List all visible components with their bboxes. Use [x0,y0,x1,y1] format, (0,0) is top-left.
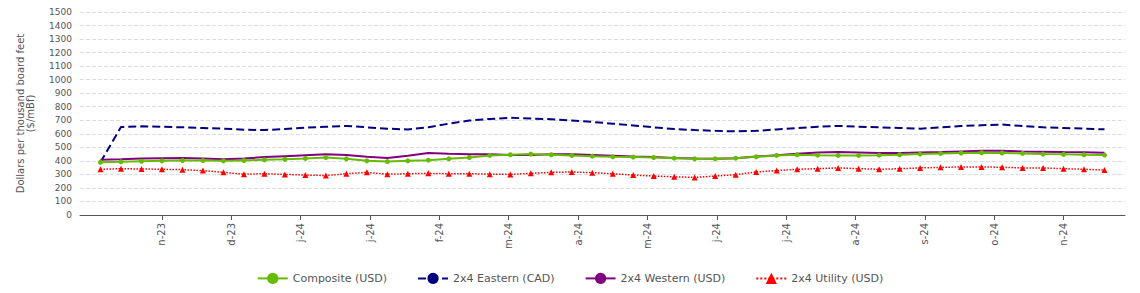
svg-text:a-24: a-24 [573,223,584,245]
svg-text:1200: 1200 [49,48,72,58]
svg-text:1500: 1500 [49,7,72,17]
svg-text:n-24: n-24 [1058,223,1069,246]
svg-text:2x4 Western (USD): 2x4 Western (USD) [621,272,726,285]
svg-text:400: 400 [55,156,72,166]
svg-text:m-24: m-24 [642,223,653,249]
svg-text:($/mBf): ($/mBf) [25,95,36,133]
svg-text:700: 700 [55,115,72,125]
svg-text:Dollars per thousand board fee: Dollars per thousand board feet [14,33,26,194]
svg-text:f-24: f-24 [434,223,445,242]
svg-text:100: 100 [55,196,72,206]
svg-text:1400: 1400 [49,21,72,31]
svg-text:900: 900 [55,88,72,98]
svg-text:n-23: n-23 [156,223,167,246]
svg-text:2x4 Eastern (CAD): 2x4 Eastern (CAD) [453,272,555,285]
svg-text:m-24: m-24 [503,223,514,249]
svg-text:d-23: d-23 [226,223,237,246]
svg-text:1000: 1000 [49,75,72,85]
svg-text:j-24: j-24 [781,223,792,243]
svg-text:o-24: o-24 [989,223,1000,246]
svg-text:1100: 1100 [49,61,72,71]
svg-text:s-24: s-24 [919,223,930,245]
svg-text:j-24: j-24 [295,223,306,243]
svg-text:1300: 1300 [49,34,72,44]
svg-text:200: 200 [55,183,72,193]
svg-text:500: 500 [55,142,72,152]
svg-text:Composite (USD): Composite (USD) [293,272,387,285]
svg-text:600: 600 [55,129,72,139]
svg-text:a-24: a-24 [850,223,861,245]
svg-text:800: 800 [55,102,72,112]
svg-text:2x4 Utility (USD): 2x4 Utility (USD) [791,272,883,285]
svg-text:0: 0 [66,210,72,220]
svg-text:j-24: j-24 [711,223,722,243]
svg-text:300: 300 [55,169,72,179]
svg-text:j-24: j-24 [365,223,376,243]
